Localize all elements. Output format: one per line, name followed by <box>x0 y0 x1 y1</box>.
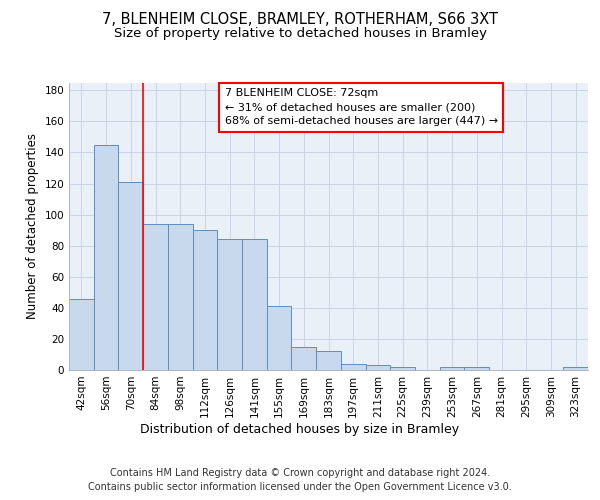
Text: Contains public sector information licensed under the Open Government Licence v3: Contains public sector information licen… <box>88 482 512 492</box>
Y-axis label: Number of detached properties: Number of detached properties <box>26 133 39 320</box>
Bar <box>118 182 143 370</box>
Text: Contains HM Land Registry data © Crown copyright and database right 2024.: Contains HM Land Registry data © Crown c… <box>110 468 490 477</box>
Bar <box>143 224 168 370</box>
Bar <box>316 352 341 370</box>
Text: Size of property relative to detached houses in Bramley: Size of property relative to detached ho… <box>113 28 487 40</box>
Text: Distribution of detached houses by size in Bramley: Distribution of detached houses by size … <box>140 422 460 436</box>
Text: 7 BLENHEIM CLOSE: 72sqm
← 31% of detached houses are smaller (200)
68% of semi-d: 7 BLENHEIM CLOSE: 72sqm ← 31% of detache… <box>224 88 498 126</box>
Bar <box>563 367 588 370</box>
Bar <box>168 224 193 370</box>
Bar <box>217 240 242 370</box>
Bar <box>94 144 118 370</box>
Bar <box>440 367 464 370</box>
Bar <box>242 240 267 370</box>
Bar <box>390 367 415 370</box>
Text: 7, BLENHEIM CLOSE, BRAMLEY, ROTHERHAM, S66 3XT: 7, BLENHEIM CLOSE, BRAMLEY, ROTHERHAM, S… <box>102 12 498 28</box>
Bar <box>464 367 489 370</box>
Bar <box>365 366 390 370</box>
Bar <box>69 298 94 370</box>
Bar <box>341 364 365 370</box>
Bar <box>193 230 217 370</box>
Bar <box>292 346 316 370</box>
Bar <box>267 306 292 370</box>
